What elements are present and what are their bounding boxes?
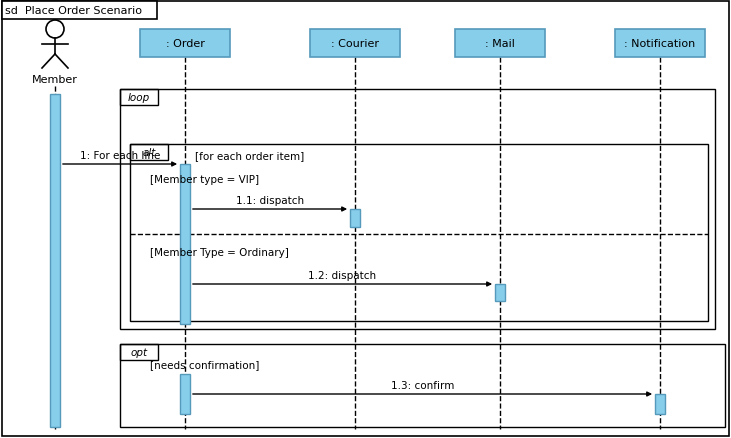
- Bar: [180, 374, 190, 414]
- Text: 1.2: dispatch: 1.2: dispatch: [308, 270, 376, 280]
- Bar: [120, 344, 158, 360]
- Text: loop: loop: [128, 93, 150, 103]
- Bar: [120, 344, 725, 427]
- Bar: [655, 394, 665, 414]
- Bar: [50, 95, 60, 427]
- Bar: [120, 90, 158, 106]
- Bar: [120, 90, 715, 329]
- Bar: [130, 145, 708, 321]
- Text: : Courier: : Courier: [331, 39, 379, 49]
- Text: [for each order item]: [for each order item]: [195, 151, 304, 161]
- Text: 1.1: dispatch: 1.1: dispatch: [236, 195, 304, 205]
- Text: : Mail: : Mail: [485, 39, 515, 49]
- Bar: [350, 209, 360, 227]
- Text: [Member Type = Ordinary]: [Member Type = Ordinary]: [150, 247, 289, 258]
- Text: [Member type = VIP]: [Member type = VIP]: [150, 175, 259, 184]
- Text: : Order: : Order: [165, 39, 205, 49]
- Text: alt: alt: [143, 148, 156, 158]
- Text: 1.3: confirm: 1.3: confirm: [391, 380, 454, 390]
- Text: 1: For each line: 1: For each line: [80, 151, 160, 161]
- Text: sd  Place Order Scenario: sd Place Order Scenario: [5, 6, 142, 16]
- Bar: [495, 284, 505, 301]
- Bar: [310, 30, 400, 58]
- Text: [needs confirmation]: [needs confirmation]: [150, 359, 260, 369]
- Bar: [140, 30, 230, 58]
- Bar: [2, 2, 157, 20]
- Text: : Notification: : Notification: [624, 39, 696, 49]
- Text: Member: Member: [32, 75, 78, 85]
- Bar: [130, 145, 168, 161]
- Bar: [180, 165, 190, 324]
- Bar: [615, 30, 705, 58]
- Text: opt: opt: [130, 347, 148, 357]
- Bar: [455, 30, 545, 58]
